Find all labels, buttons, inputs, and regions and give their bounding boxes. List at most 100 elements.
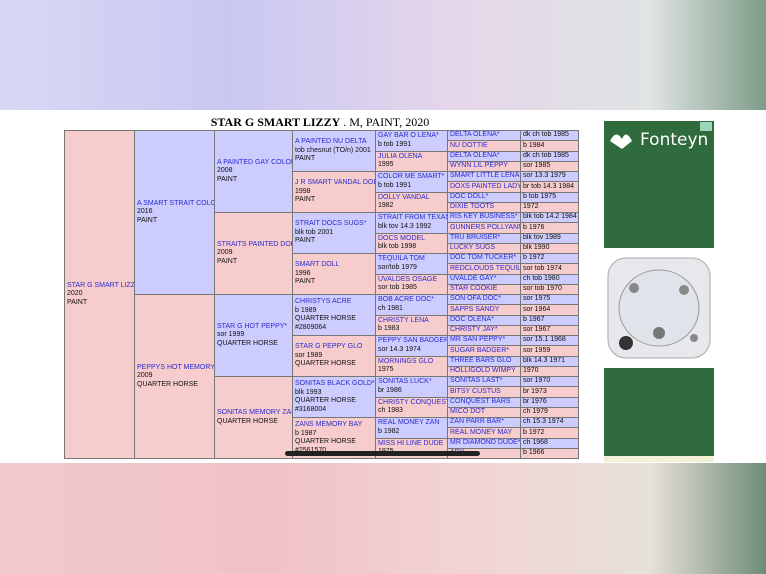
horse-info: sor 1959 <box>523 346 551 354</box>
horse-link[interactable]: JULIA OLENA <box>378 152 423 160</box>
horse-link[interactable]: CHRISTY LENA <box>378 316 429 324</box>
horse-info: sor tob 1974 <box>523 264 562 272</box>
horse-link[interactable]: SUGAR BADGER* <box>450 346 510 354</box>
horse-info: sor 1967 <box>523 326 551 334</box>
horse-link[interactable]: UVALDE GAY* <box>450 274 497 282</box>
horse-link[interactable]: PEPPYS HOT MEMORY <box>137 363 215 371</box>
horse-link[interactable]: MORNINGS GLO <box>378 357 434 365</box>
horse-link[interactable]: STRAIT FROM TEXAS* <box>378 214 448 222</box>
blurred-background <box>0 463 766 574</box>
horse-link[interactable]: DELTA OLENA* <box>450 151 500 159</box>
horse-info: sor tob 1970 <box>523 285 562 293</box>
ad-brand: Fonteyn <box>640 130 708 150</box>
horse-link[interactable]: CHRISTY JAY* <box>450 326 498 334</box>
horse-link[interactable]: REAL MONEY ZAN <box>378 419 440 427</box>
horse-info: b 1983 <box>378 325 400 333</box>
pedigree-cell: SMART DOLL 1996 PAINT <box>292 253 376 295</box>
horse-link[interactable]: SON OFA DOC* <box>450 295 501 303</box>
horse-link[interactable]: ZANS MEMORY BAY <box>295 421 363 428</box>
horse-info: sor tob 1985 <box>378 284 417 292</box>
horse-link[interactable]: GUNNERS POLLYANNA <box>450 223 521 231</box>
horse-link[interactable]: LUCKY SUGS <box>450 244 495 252</box>
horse-link[interactable]: DOXS PAINTED LADY <box>450 182 521 190</box>
horse-info: QUARTER HORSE <box>137 380 198 388</box>
horse-link[interactable]: A PAINTED NU DELTA <box>295 138 367 146</box>
horse-link[interactable]: DOC OLENA* <box>450 315 494 323</box>
horse-link[interactable]: A SMART STRAIT COLOR <box>137 199 215 207</box>
horse-link[interactable]: STAR G PEPPY GLO <box>295 343 363 351</box>
horse-link[interactable]: CHRISTYS ACRE <box>295 298 352 305</box>
horse-link[interactable]: TEQUILA TOM <box>378 255 425 263</box>
horse-link[interactable]: GAY BAR O LENA* <box>378 132 439 140</box>
pedigree-cell: A PAINTED GAY COLOR 2008 PAINT <box>214 130 293 213</box>
horse-link[interactable]: REDCLOUDS TEQUILA <box>450 264 521 272</box>
pedigree-cell: PEPPY SAN BADGER* sor 14.3 1974 <box>375 335 448 357</box>
horse-link[interactable]: A PAINTED GAY COLOR <box>217 158 293 166</box>
horse-link[interactable]: WYNN LIL PEPPY <box>450 162 509 170</box>
horse-link[interactable]: SONITAS LAST* <box>450 377 503 385</box>
horse-info: QUARTER HORSE <box>295 315 356 322</box>
horse-link[interactable]: MISS HI LINE DUDE <box>378 439 444 447</box>
horse-link[interactable]: DOC DOLL* <box>450 192 489 200</box>
horse-info: ch 1968 <box>523 438 548 446</box>
horse-link[interactable]: PEPPY SAN BADGER* <box>378 337 448 345</box>
horse-link[interactable]: SMART DOLL <box>295 261 340 269</box>
horse-link[interactable]: CHRISTY CONQUEST <box>378 398 448 406</box>
horse-link[interactable]: DOCS MODEL <box>378 234 426 242</box>
ad-image[interactable] <box>604 248 714 368</box>
horse-link[interactable]: MICO DOT <box>450 408 485 416</box>
horse-link[interactable]: J R SMART VANDAL DOLL <box>295 179 376 187</box>
horse-info: sor 1975 <box>523 295 551 303</box>
horse-link[interactable]: THREE BARS GLO <box>450 356 512 364</box>
horse-link[interactable]: SONITAS MEMORY ZAN <box>217 409 293 416</box>
pedigree-cell: STRAIT DOCS SUGS* blk tob 2001 PAINT <box>292 212 376 254</box>
pedigree-cell: JULIA OLENA 1995 <box>375 150 448 172</box>
horse-link[interactable]: STAR G HOT PEPPY* <box>217 322 288 330</box>
horse-info: blk 1993 <box>295 388 322 396</box>
horse-link[interactable]: STRAITS PAINTED DOLL <box>217 240 293 248</box>
horse-link[interactable]: DIXIE TOOTS <box>450 203 495 211</box>
horse-link[interactable]: SMART LITTLE LENA* <box>450 172 521 180</box>
horse-info: sor 1964 <box>523 305 551 313</box>
horse-info: blk tob 2001 <box>295 228 334 236</box>
horse-link[interactable]: STRAIT DOCS SUGS* <box>295 220 367 228</box>
horse-link[interactable]: UVALDES OSAGE <box>378 275 438 283</box>
horse-link[interactable]: TRU BRUISER* <box>450 233 501 241</box>
pedigree-cell: SONITAS BLACK GOLD* blk 1993 QUARTER HORSE… <box>292 376 376 418</box>
horse-link[interactable]: STAR COOKIE <box>450 285 498 293</box>
title: STAR G SMART LIZZY . M, PAINT, 2020 <box>150 115 490 130</box>
horse-info: 2009 <box>137 372 153 380</box>
horse-info: ch 1979 <box>523 408 548 416</box>
horse-info: b 1982 <box>378 427 400 435</box>
scrollbar[interactable] <box>285 451 480 456</box>
horse-info: 1970 <box>523 367 539 375</box>
horse-link[interactable]: MR SAN PEPPY* <box>450 336 506 344</box>
horse-link[interactable]: BOB ACRE DOC* <box>378 296 435 304</box>
horse-link[interactable]: DOLLY VANDAL <box>378 193 430 201</box>
horse-link[interactable]: MR DIAMOND DUDE* <box>450 438 521 446</box>
horse-link[interactable]: BITSY CUSTUS <box>450 387 501 395</box>
pedigree-cell: CHRISTYS ACRE b 1989 QUARTER HORSE #2809064 <box>292 294 376 336</box>
blurred-background <box>0 0 766 110</box>
horse-link[interactable]: RIS KEY BUSINESS* <box>450 213 518 221</box>
pedigree-detail: b 1966 <box>520 447 579 459</box>
horse-info: br 1976 <box>523 397 547 405</box>
horse-link[interactable]: SONITAS BLACK GOLD* <box>295 380 375 387</box>
horse-link[interactable]: NU DOTTIE <box>450 141 488 149</box>
horse-link[interactable]: SAPPS SANDY <box>450 305 500 313</box>
pedigree-cell: UVALDES OSAGE sor tob 1985 <box>375 273 448 295</box>
horse-link[interactable]: DOC TOM TUCKER* <box>450 254 517 262</box>
horse-link[interactable]: DELTA OLENA* <box>450 131 500 139</box>
horse-info: PAINT <box>137 216 158 224</box>
horse-link[interactable]: STAR G SMART LIZZY <box>67 281 135 289</box>
horse-link[interactable]: CONQUEST BARS <box>450 397 511 405</box>
horse-link[interactable]: HOLLIGOLD WIMPY <box>450 367 516 375</box>
pedigree-cell: STRAIT FROM TEXAS* blk tov 14.3 1992 <box>375 212 448 234</box>
horse-info: b tob 1991 <box>378 181 412 189</box>
horse-link[interactable]: SONITAS LUCK* <box>378 378 432 386</box>
horse-info: #2809064 <box>295 323 327 331</box>
horse-link[interactable]: ZAN PARR BAR* <box>450 418 504 426</box>
horse-link[interactable]: REAL MONEY MAY <box>450 428 513 436</box>
horse-link[interactable]: COLOR ME SMART* <box>378 173 445 181</box>
horse-info: blk 1990 <box>523 244 550 252</box>
